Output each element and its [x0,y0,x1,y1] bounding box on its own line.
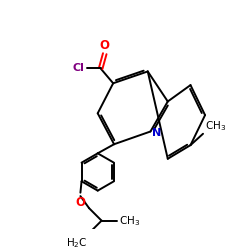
Text: N: N [152,128,162,138]
Text: O: O [100,39,110,52]
Text: O: O [76,196,86,209]
Text: CH$_3$: CH$_3$ [119,214,140,228]
Text: H$_2$C: H$_2$C [66,236,87,250]
Text: CH$_3$: CH$_3$ [205,119,226,133]
Text: Cl: Cl [72,64,84,74]
